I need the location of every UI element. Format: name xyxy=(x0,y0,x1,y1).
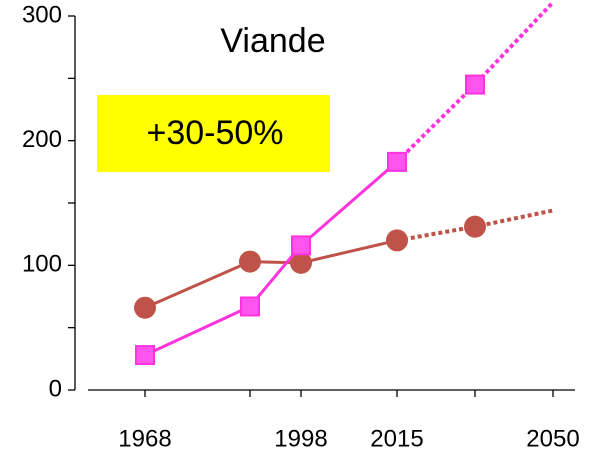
annotation-box xyxy=(97,95,330,172)
x-tick-label: 1998 xyxy=(274,425,327,452)
chart-title: Viande xyxy=(220,22,325,60)
marker xyxy=(134,296,156,319)
annotation: +30-50% xyxy=(146,114,283,152)
marker xyxy=(239,250,261,273)
y-tick-label: 300 xyxy=(22,1,62,28)
projection-line xyxy=(395,0,555,164)
x-tick-label: 2015 xyxy=(370,425,423,452)
marker xyxy=(386,229,408,252)
y-tick-label: 0 xyxy=(49,375,62,402)
marker xyxy=(387,151,407,172)
marker xyxy=(240,296,260,317)
y-tick-label: 200 xyxy=(22,126,62,153)
marker xyxy=(465,74,485,95)
marker xyxy=(464,215,486,238)
series-line xyxy=(144,160,398,357)
marker xyxy=(135,345,155,366)
series-line xyxy=(144,238,398,310)
y-tick-label: 100 xyxy=(22,251,62,278)
marker xyxy=(291,235,311,256)
marker xyxy=(290,251,312,274)
x-tick-label: 1968 xyxy=(118,425,171,452)
x-tick-label: 2050 xyxy=(526,425,579,452)
